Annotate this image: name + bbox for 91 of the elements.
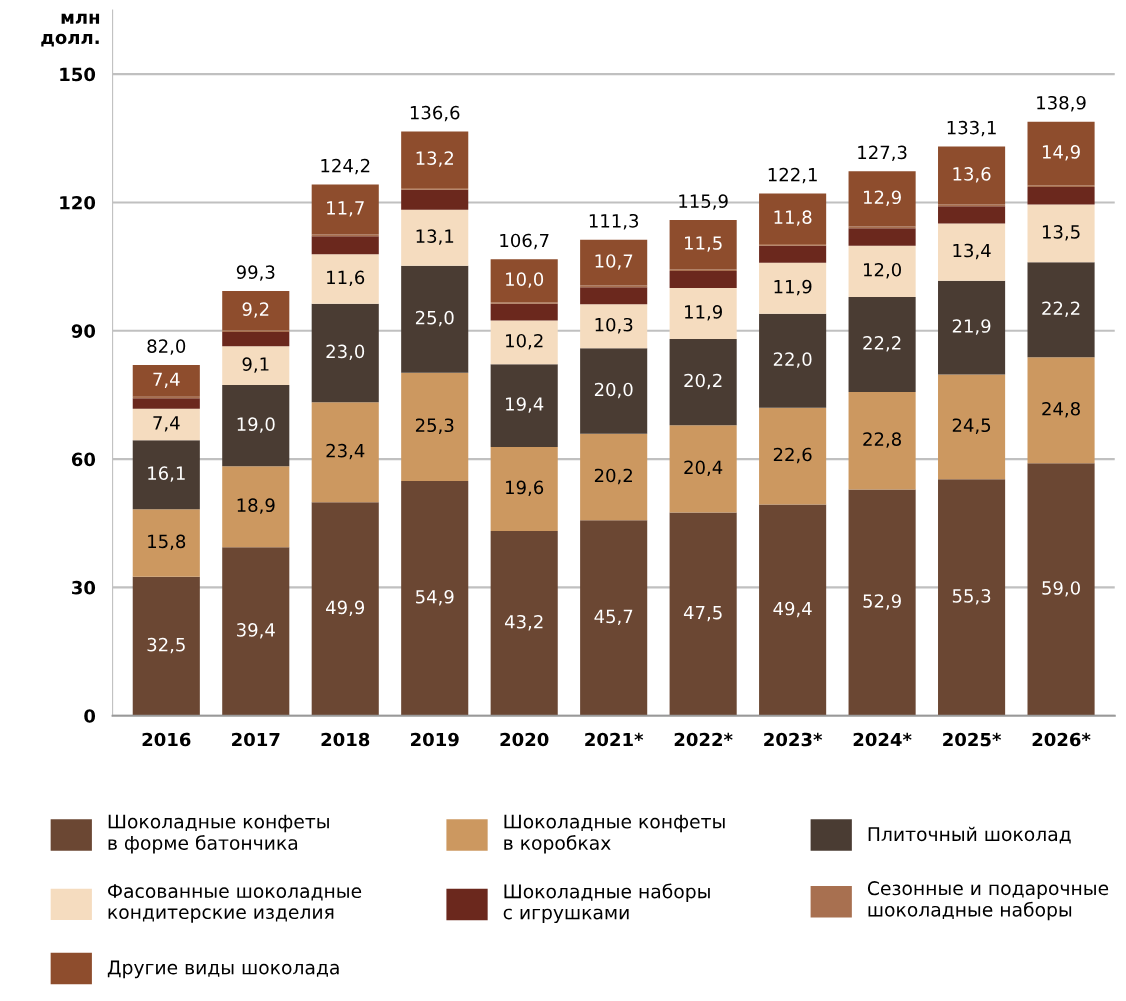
data-label: 15,8 (148, 534, 186, 551)
legend-label: Другие виды шоколада (107, 960, 339, 979)
data-label: 52,9 (863, 594, 901, 610)
data-label: 12,0 (863, 262, 901, 279)
data-label: 14,9 (1042, 145, 1080, 161)
data-label: 25,3 (415, 418, 454, 434)
data-label: 11,9 (685, 305, 722, 321)
data-label: 7,4 (153, 372, 180, 388)
data-label: 11,6 (327, 270, 365, 287)
data-label: 16,1 (148, 466, 185, 482)
data-label: 55,3 (952, 589, 991, 605)
y-tick-label: 120 (60, 195, 96, 210)
data-label: 19,6 (506, 480, 544, 497)
x-tick-label: 2016 (142, 732, 191, 747)
data-label: 20,4 (684, 460, 723, 477)
y-tick-label: 90 (71, 324, 96, 338)
data-label: 22,8 (863, 432, 901, 448)
data-label: 32,5 (147, 637, 185, 654)
y-tick-label: 0 (84, 709, 96, 723)
data-label: 11,9 (774, 279, 812, 296)
x-tick-label: 2018 (321, 732, 370, 747)
data-label: 25,0 (415, 310, 454, 327)
data-label: 10,3 (595, 317, 633, 334)
data-label: 10,7 (595, 254, 633, 270)
total-label: 82,0 (147, 339, 186, 355)
total-label: 133,1 (947, 120, 996, 137)
data-label: 24,5 (952, 418, 991, 434)
data-label: 10,0 (506, 272, 544, 288)
data-label: 11,8 (774, 210, 812, 226)
x-tick-label: 2019 (411, 732, 459, 747)
data-label: 54,9 (416, 589, 454, 606)
total-label: 127,3 (858, 145, 907, 162)
data-label: 22,0 (773, 352, 812, 368)
data-label: 23,0 (326, 344, 365, 361)
total-label: 111,3 (589, 213, 639, 230)
total-label: 122,1 (768, 167, 817, 184)
data-label: 20,2 (594, 468, 632, 485)
data-label: 12,9 (863, 190, 901, 206)
data-label: 39,4 (237, 623, 275, 639)
legend-label: Плиточный шоколад (868, 826, 1071, 844)
data-label: 9,2 (242, 302, 269, 318)
data-label: 20,2 (684, 373, 722, 390)
total-label: 115,9 (679, 194, 728, 210)
data-label: 13,4 (953, 243, 991, 260)
legend-label: Сезонные и подарочные шоколадные наборы (867, 881, 1109, 921)
y-tick-label: 30 (72, 580, 96, 595)
x-tick-label: 2025* (943, 732, 1002, 747)
total-label: 136,6 (410, 105, 460, 122)
data-label: 19,4 (506, 397, 544, 413)
data-label: 11,5 (685, 236, 722, 252)
legend-label: Шоколадные конфеты в форме батончика (108, 814, 329, 854)
data-label: 22,2 (863, 336, 901, 352)
x-tick-label: 2017 (232, 732, 280, 747)
total-label: 124,2 (321, 158, 370, 175)
data-label: 49,9 (326, 600, 365, 617)
data-label: 49,4 (773, 601, 812, 618)
legend-label: Шоколадные конфеты в коробках (504, 814, 725, 854)
data-label: 47,5 (683, 605, 722, 622)
x-tick-label: 2021* (585, 732, 644, 747)
data-label: 45,7 (594, 609, 633, 626)
x-tick-label: 2026* (1032, 732, 1091, 747)
data-label: 20,0 (594, 382, 633, 399)
data-label: 22,2 (1042, 301, 1080, 317)
x-tick-label: 2020 (500, 732, 549, 747)
data-label: 13,1 (416, 229, 454, 245)
data-label: 13,6 (953, 167, 991, 183)
data-label: 10,2 (506, 333, 543, 350)
data-label: 19,0 (237, 417, 275, 433)
data-label: 22,6 (773, 447, 812, 464)
total-label: 138,9 (1037, 95, 1086, 112)
y-tick-label: 150 (60, 67, 96, 82)
data-label: 59,0 (1042, 581, 1080, 597)
data-label: 9,1 (242, 357, 269, 373)
data-label: 43,2 (504, 614, 543, 631)
legend-label: Фасованные шоколадные кондитерские изделия (108, 884, 362, 923)
data-label: 23,4 (326, 443, 365, 460)
total-label: 99,3 (236, 265, 275, 281)
data-label: 7,4 (153, 416, 180, 432)
x-tick-label: 2024* (853, 732, 912, 747)
x-tick-label: 2022* (674, 732, 733, 747)
data-label: 21,9 (952, 319, 991, 335)
data-label: 11,7 (327, 201, 364, 217)
x-tick-label: 2023* (764, 732, 823, 747)
data-label: 13,2 (416, 151, 454, 167)
data-label: 13,5 (1042, 225, 1080, 241)
legend-label: Шоколадные наборы с игрушками (503, 883, 710, 924)
data-label: 24,8 (1042, 401, 1080, 418)
data-label: 18,9 (237, 498, 275, 514)
y-axis-title: млн долл. (41, 13, 100, 47)
y-tick-label: 60 (71, 452, 96, 467)
total-label: 106,7 (500, 233, 549, 250)
